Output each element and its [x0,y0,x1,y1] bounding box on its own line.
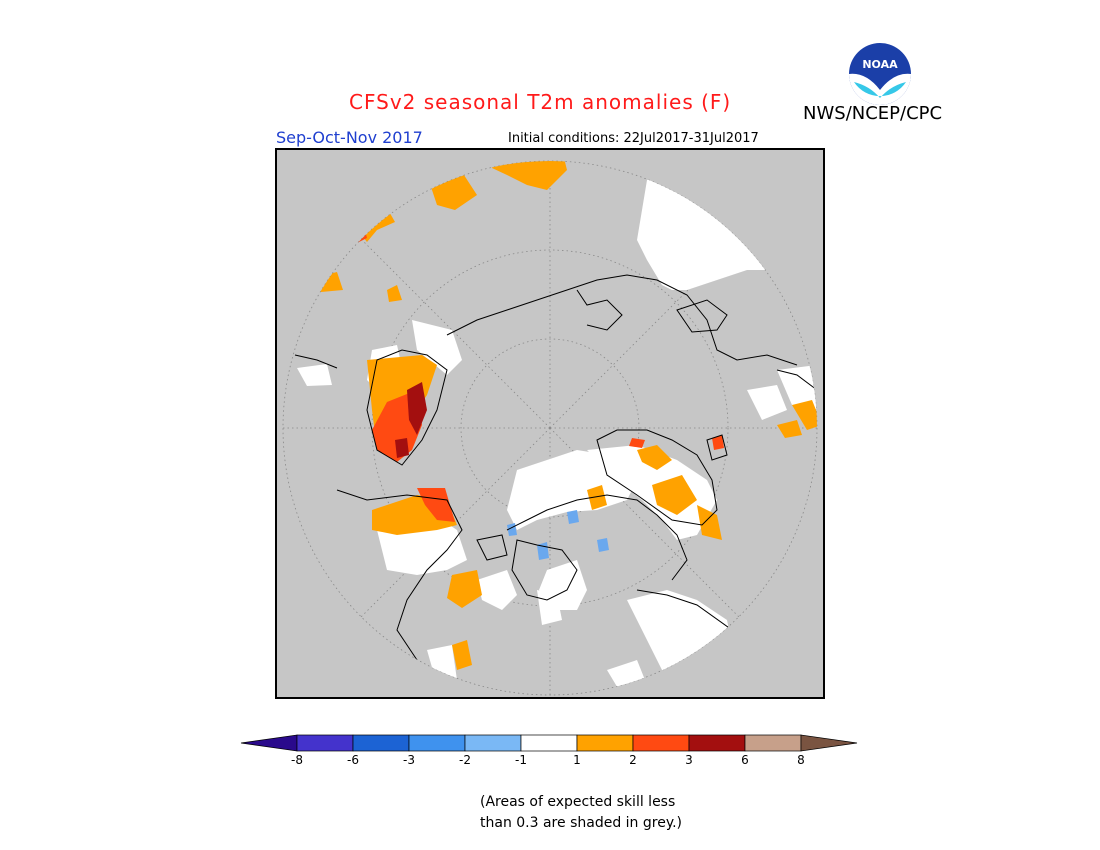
colorbar-segment [632,734,690,752]
footnote-line-2: than 0.3 are shaded in grey.) [480,815,683,831]
footnote-line-1: (Areas of expected skill less [480,794,676,810]
colorbar-tick: 8 [797,753,805,767]
colorbar-tick: 2 [629,753,637,767]
colorbar-tick: 6 [741,753,749,767]
colorbar-low-arrow [240,734,298,752]
colorbar-segment [408,734,466,752]
colorbar-segment [464,734,522,752]
colorbar-segment [352,734,410,752]
coastlines [294,274,817,691]
colorbar-segment [744,734,802,752]
color-scale-bar [238,733,862,753]
darkred-anomaly-regions [395,382,427,458]
season-label: Sep-Oct-Nov 2017 [276,128,423,147]
colorbar-segment [688,734,746,752]
colorbar-tick: 1 [573,753,581,767]
skill-footnote: (Areas of expected skill less than 0.3 a… [480,792,682,834]
polar-anomaly-map [275,148,825,699]
agency-label: NWS/NCEP/CPC [803,103,943,124]
svg-text:NOAA: NOAA [862,58,898,71]
colorbar-high-arrow [800,734,858,752]
colorbar-segment [520,734,578,752]
chart-title: CFSv2 seasonal T2m anomalies (F) [349,90,732,114]
colorbar-tick: -1 [515,753,527,767]
colorbar-tick: -3 [403,753,415,767]
colorbar-segment [296,734,354,752]
colorbar-tick: -6 [347,753,359,767]
noaa-logo-icon: NOAA [848,42,912,106]
colorbar-segment [576,734,634,752]
colorbar-tick: -8 [291,753,303,767]
colorbar-tick: 3 [685,753,693,767]
initial-conditions-label: Initial conditions: 22Jul2017-31Jul2017 [508,131,759,146]
colorbar-tick: -2 [459,753,471,767]
